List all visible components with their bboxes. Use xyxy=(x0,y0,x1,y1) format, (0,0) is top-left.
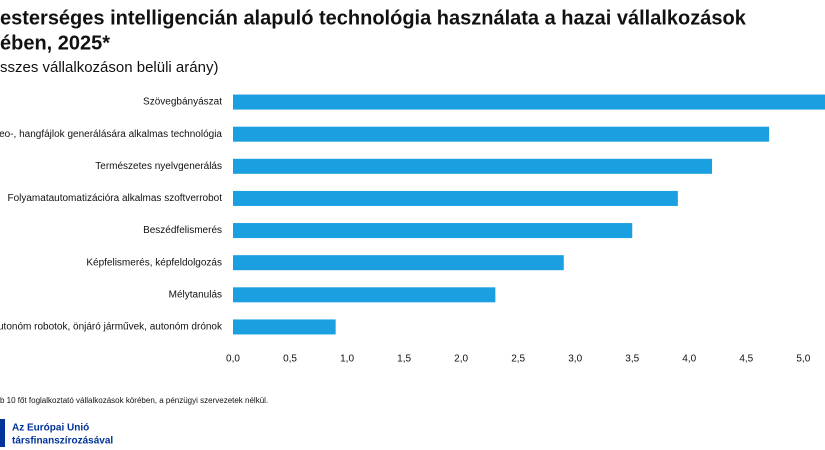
y-tick-label: Természetes nyelvgenerálás xyxy=(95,161,222,172)
x-tick-label: 0,5 xyxy=(283,354,297,365)
bar xyxy=(233,94,825,110)
x-tick-label: 2,5 xyxy=(511,354,525,365)
logo-text: társfinanszírozásával xyxy=(12,436,113,447)
y-tick-label: Beszédfelismerés xyxy=(143,225,222,236)
chart-title: ében, 2025* xyxy=(0,32,110,54)
x-tick-label: 4,5 xyxy=(739,354,753,365)
y-tick-label: Mélytanulás xyxy=(169,289,222,300)
chart-subtitle: sszes vállalkozáson belüli arány) xyxy=(0,59,218,76)
x-tick-label: 2,0 xyxy=(454,354,468,365)
bar xyxy=(233,319,336,335)
bar xyxy=(233,255,564,271)
y-tick-label: Képfelismerés, képfeldolgozás xyxy=(86,257,222,268)
logo-text: Az Európai Unió xyxy=(12,423,89,434)
x-tick-label: 1,0 xyxy=(340,354,354,365)
y-tick-label: utonóm robotok, önjáró járművek, autonóm… xyxy=(0,322,223,333)
y-tick-label: Folyamatautomatizációra alkalmas szoftve… xyxy=(7,193,222,204)
bar xyxy=(233,190,678,206)
y-tick-label: eo-, hangfájlok generálására alkalmas te… xyxy=(0,129,222,140)
footnote: b 10 főt foglalkoztató vállalkozások kör… xyxy=(0,396,268,405)
plot-area xyxy=(233,94,825,335)
y-tick-label: Szövegbányászat xyxy=(143,97,222,108)
bar xyxy=(233,158,713,174)
bar xyxy=(233,287,496,303)
x-tick-label: 1,5 xyxy=(397,354,411,365)
bar xyxy=(233,223,633,239)
eu-flag xyxy=(0,419,5,447)
x-tick-label: 5,0 xyxy=(796,354,810,365)
x-tick-label: 3,0 xyxy=(568,354,582,365)
chart-title: esterséges intelligencián alapuló techno… xyxy=(0,7,747,29)
x-tick-label: 3,5 xyxy=(625,354,639,365)
x-tick-label: 4,0 xyxy=(682,354,696,365)
x-tick-label: 0,0 xyxy=(226,354,240,365)
bar xyxy=(233,126,770,142)
